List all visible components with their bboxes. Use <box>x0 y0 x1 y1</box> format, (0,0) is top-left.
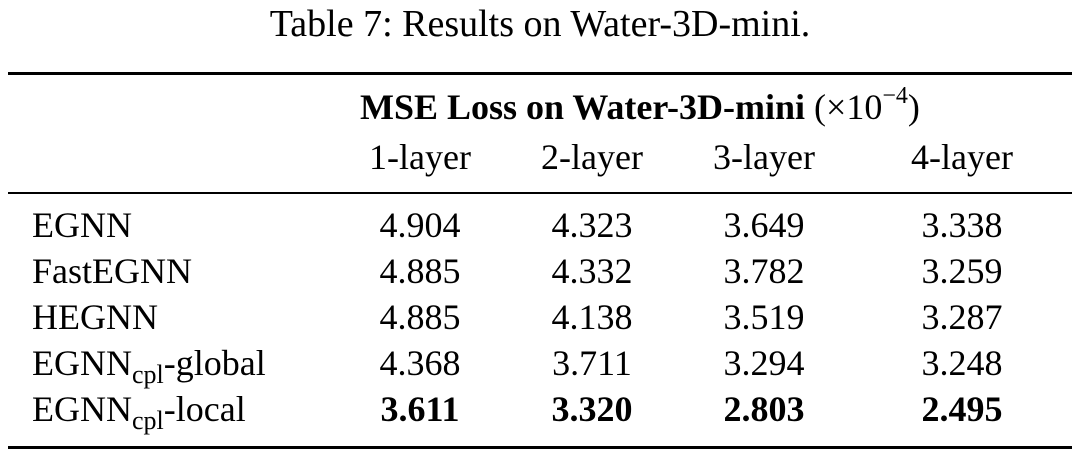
row-label-subscript: cpl <box>131 360 164 389</box>
header-rule <box>8 192 1072 194</box>
row-label-text: EGNN <box>32 389 132 429</box>
row-label: HEGNN <box>32 294 158 340</box>
table-cell: 3.519 <box>723 297 805 337</box>
table-cell: 2.495 <box>921 389 1003 429</box>
row-label: FastEGNN <box>32 248 192 294</box>
column-header-2-layer: 2-layer <box>541 137 643 177</box>
bottom-rule <box>8 446 1072 449</box>
row-label-suffix: -local <box>163 389 246 429</box>
top-rule <box>8 72 1072 75</box>
row-label-subscript: cpl <box>131 406 164 435</box>
table-cell: 4.332 <box>551 251 633 291</box>
table-cell: 4.904 <box>379 205 461 245</box>
table-row: HEGNN 4.885 4.138 3.519 3.287 <box>0 294 1080 340</box>
table-row: FastEGNN 4.885 4.332 3.782 3.259 <box>0 248 1080 294</box>
group-unit: (×10−4) <box>814 84 920 127</box>
table-cell: 2.803 <box>723 389 805 429</box>
table-row: EGNNcpl-global 4.368 3.711 3.294 3.248 <box>0 340 1080 389</box>
column-group-header: MSE Loss on Water-3D-mini (×10−4) <box>360 84 920 130</box>
group-title: MSE Loss on Water-3D-mini <box>360 87 806 127</box>
table-cell: 3.611 <box>380 389 460 429</box>
table-cell: 3.248 <box>921 343 1003 383</box>
table-cell: 3.782 <box>723 251 805 291</box>
column-header-4-layer: 4-layer <box>911 137 1013 177</box>
table-cell: 4.138 <box>551 297 633 337</box>
table-cell: 4.368 <box>379 343 461 383</box>
table-row: EGNN 4.904 4.323 3.649 3.338 <box>0 202 1080 248</box>
row-label: EGNNcpl-local <box>32 386 246 435</box>
table-cell: 3.649 <box>723 205 805 245</box>
row-label-suffix: -global <box>163 343 266 383</box>
table-cell: 4.885 <box>379 251 461 291</box>
table-cell: 3.287 <box>921 297 1003 337</box>
row-label-text: HEGNN <box>32 297 158 337</box>
table-cell: 3.338 <box>921 205 1003 245</box>
column-header-1-layer: 1-layer <box>369 137 471 177</box>
table-cell: 3.259 <box>921 251 1003 291</box>
row-label: EGNN <box>32 202 132 248</box>
table-cell: 4.885 <box>379 297 461 337</box>
table-cell: 3.320 <box>551 389 633 429</box>
table-row: EGNNcpl-local 3.611 3.320 2.803 2.495 <box>0 386 1080 435</box>
row-label-text: FastEGNN <box>32 251 192 291</box>
row-label-text: EGNN <box>32 205 132 245</box>
column-header-3-layer: 3-layer <box>713 137 815 177</box>
group-unit-exponent: −4 <box>882 83 908 109</box>
row-label: EGNNcpl-global <box>32 340 266 389</box>
table-cell: 4.323 <box>551 205 633 245</box>
table-cell: 3.294 <box>723 343 805 383</box>
group-unit-suffix: ) <box>907 87 920 127</box>
row-label-text: EGNN <box>32 343 132 383</box>
group-unit-prefix: (×10 <box>814 87 883 127</box>
table-cell: 3.711 <box>552 343 632 383</box>
table-caption: Table 7: Results on Water-3D-mini. <box>269 3 811 45</box>
